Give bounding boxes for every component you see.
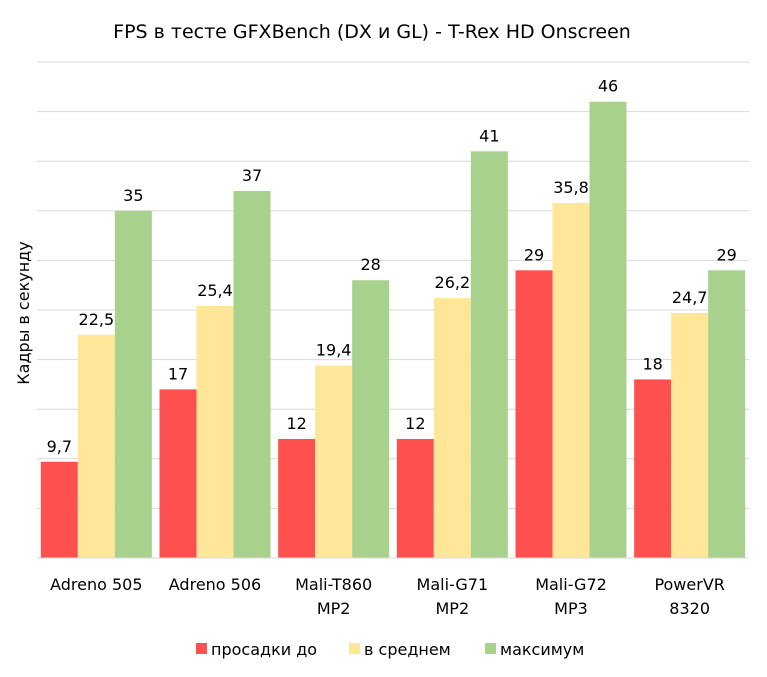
data-labels: 9,7 22,5 35 17 25,4 37 12 19,4 28 12 26,2 41 29 35,8 4… <box>47 77 737 456</box>
x-tick-label: Adreno 505 <box>50 575 142 594</box>
data-label: 28 <box>360 255 380 274</box>
bar <box>433 298 471 558</box>
bar <box>40 461 78 558</box>
x-tick-label: Mali-G72 <box>535 575 607 594</box>
chart-title: FPS в тесте GFXBench (DX и GL) - T-Rex H… <box>113 21 631 43</box>
data-label: 19,4 <box>316 341 352 360</box>
data-label: 29 <box>716 245 736 264</box>
x-tick-label: PowerVR <box>654 575 724 594</box>
legend-label: в среднем <box>364 640 451 659</box>
x-tick-label: MP2 <box>436 599 470 618</box>
data-label: 9,7 <box>47 437 72 456</box>
data-label: 12 <box>405 414 425 433</box>
x-tick-label: MP3 <box>554 599 588 618</box>
legend-swatch <box>196 643 207 654</box>
data-label: 46 <box>598 77 618 96</box>
bar <box>159 389 197 558</box>
bar <box>470 151 508 558</box>
data-label: 26,2 <box>435 273 471 292</box>
data-label: 35,8 <box>553 178 589 197</box>
legend: просадки до в среднем максимум <box>196 640 584 659</box>
bar <box>114 210 152 559</box>
bar <box>77 334 115 558</box>
bar <box>671 312 709 558</box>
data-label: 37 <box>242 166 262 185</box>
bar <box>589 101 627 559</box>
legend-swatch <box>485 643 496 654</box>
bar <box>708 270 746 558</box>
x-tick-labels: Adreno 505 Adreno 506 Mali-T860 MP2 Mali-G71… <box>50 575 725 618</box>
bar <box>552 202 590 558</box>
bar <box>396 438 434 558</box>
bar <box>233 190 271 558</box>
x-tick-label: Adreno 506 <box>169 575 261 594</box>
bar <box>196 306 234 558</box>
data-label: 12 <box>286 414 306 433</box>
data-label: 22,5 <box>79 310 115 329</box>
data-label: 41 <box>479 126 499 145</box>
x-tick-label: Mali-T860 <box>295 575 372 594</box>
data-label: 25,4 <box>197 281 233 300</box>
data-label: 29 <box>524 245 544 264</box>
bars <box>40 101 746 559</box>
bar <box>315 365 353 558</box>
x-tick-label: MP2 <box>317 599 351 618</box>
x-tick-label: 8320 <box>669 599 710 618</box>
y-axis-label: Кадры в секунду <box>14 241 33 384</box>
legend-swatch <box>349 643 360 654</box>
bar <box>634 379 672 558</box>
data-label: 17 <box>168 364 188 383</box>
x-tick-label: Mali-G71 <box>417 575 489 594</box>
gridlines <box>37 61 749 509</box>
data-label: 24,7 <box>672 288 708 307</box>
legend-label: максимум <box>500 640 584 659</box>
legend-label: просадки до <box>211 640 317 659</box>
bar <box>352 280 390 558</box>
data-label: 35 <box>123 186 143 205</box>
bar <box>515 270 553 558</box>
data-label: 18 <box>642 354 662 373</box>
bar <box>278 438 316 558</box>
